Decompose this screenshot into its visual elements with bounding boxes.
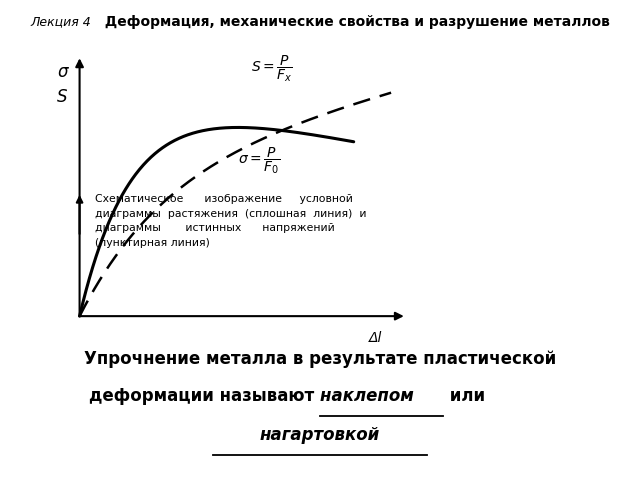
Text: Схематическое      изображение     условной
диаграммы  растяжения  (сплошная  ли: Схематическое изображение условной диагр… — [95, 194, 367, 248]
Text: S: S — [57, 88, 68, 106]
Text: деформации называют: деформации называют — [89, 387, 320, 405]
Text: $S=\dfrac{P}{F_x}$: $S=\dfrac{P}{F_x}$ — [251, 53, 293, 84]
Text: Лекция 4: Лекция 4 — [30, 15, 91, 28]
Text: Упрочнение металла в результате пластической: Упрочнение металла в результате пластиче… — [84, 350, 556, 369]
Text: Деформация, механические свойства и разрушение металлов: Деформация, механические свойства и разр… — [95, 15, 609, 29]
Text: нагартовкой: нагартовкой — [260, 426, 380, 444]
Text: Δl: Δl — [369, 332, 383, 346]
Text: или: или — [444, 387, 485, 405]
Text: $\sigma=\dfrac{P}{F_0}$: $\sigma=\dfrac{P}{F_0}$ — [239, 145, 281, 176]
Text: σ: σ — [57, 63, 68, 81]
Text: наклепом: наклепом — [320, 387, 420, 405]
